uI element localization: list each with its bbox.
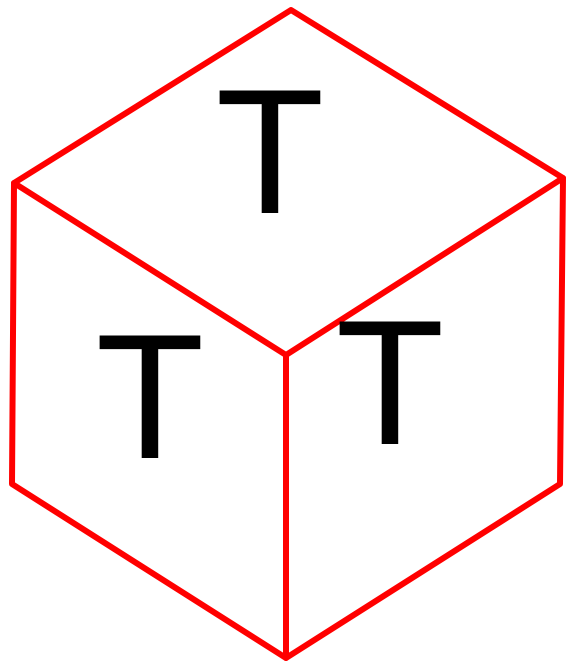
cube-edges	[9, 7, 566, 661]
cube-face-labels: T T T	[96, 52, 445, 496]
left-face-label: T	[96, 297, 205, 496]
top-face-label: T	[216, 52, 325, 251]
cube-outline	[9, 7, 566, 661]
right-face-label: T	[336, 283, 445, 482]
